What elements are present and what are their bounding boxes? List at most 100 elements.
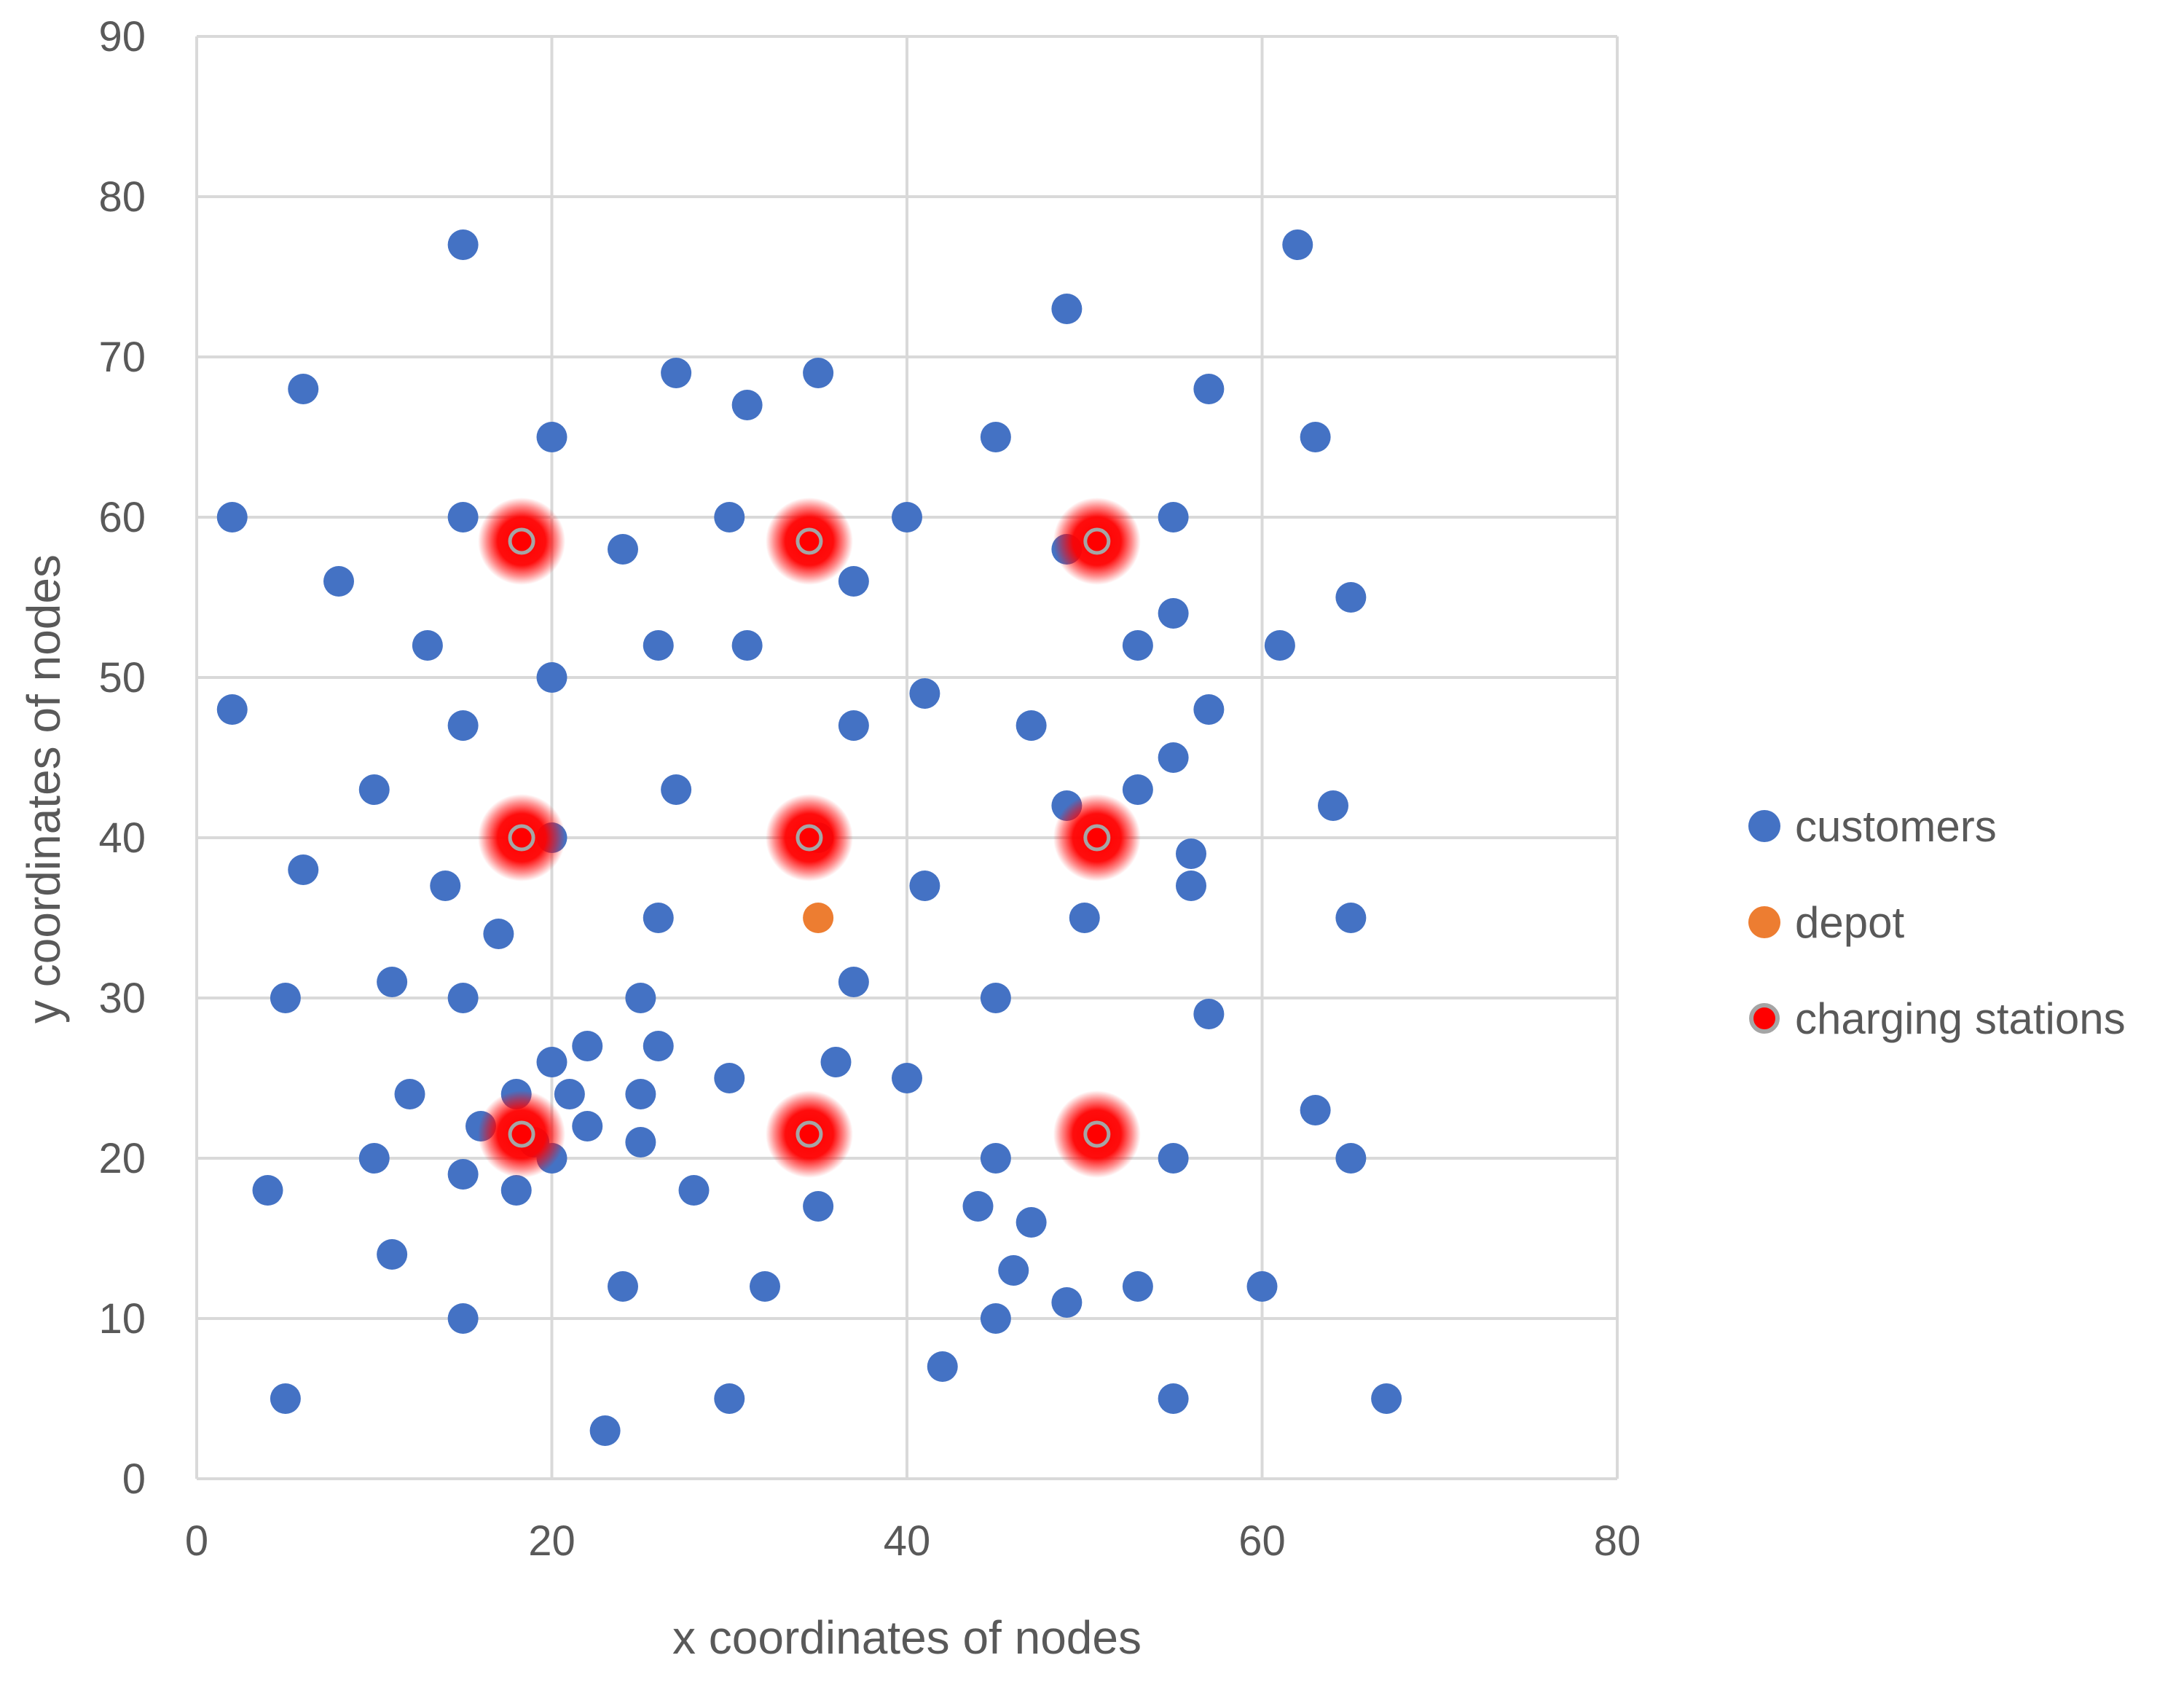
customer-point [731, 630, 763, 661]
customer-point [412, 630, 443, 661]
customer-point [447, 710, 479, 741]
y-axis-ticks: 0 10 20 30 40 50 60 70 80 90 [98, 13, 146, 1503]
customer-point [643, 630, 674, 661]
y-tick-label: 30 [98, 975, 146, 1022]
customer-point [216, 502, 248, 532]
depot-point [803, 903, 834, 933]
charging-station-marker [1053, 1090, 1141, 1178]
customer-point [377, 1239, 408, 1270]
customer-point [1158, 502, 1189, 532]
customer-point [661, 774, 692, 805]
customer-point [1069, 903, 1100, 933]
x-axis-ticks: 0 20 40 60 80 [185, 1517, 1641, 1565]
legend-marker [1748, 906, 1780, 938]
customer-point [500, 1175, 532, 1206]
customer-point [678, 1175, 710, 1206]
customer-point [608, 1271, 638, 1302]
y-tick-label: 0 [122, 1455, 146, 1503]
customer-point [1122, 1271, 1153, 1302]
customer-point [625, 983, 656, 1013]
customer-point [714, 502, 745, 532]
customer-point [1193, 999, 1225, 1029]
charging-station-marker [478, 794, 566, 881]
customer-point [288, 854, 319, 885]
y-tick-label: 50 [98, 654, 146, 702]
customer-point [803, 1191, 834, 1222]
charging-station-point [508, 824, 535, 852]
customer-point [661, 358, 692, 388]
customer-point [892, 1063, 922, 1093]
legend-label: charging stations [1795, 994, 2126, 1043]
customer-point [589, 1415, 621, 1446]
charging-station-marker [1053, 498, 1141, 585]
charging-station-point [796, 527, 823, 555]
customer-point [447, 983, 479, 1013]
charging-station-point [1083, 824, 1111, 852]
customer-point [909, 678, 940, 709]
charging-station-marker [765, 1090, 853, 1178]
customer-point [1158, 1143, 1189, 1174]
customer-point [323, 566, 354, 597]
customer-point [430, 871, 461, 901]
customer-point [927, 1351, 958, 1382]
customer-point [714, 1063, 745, 1093]
customer-point [980, 983, 1011, 1013]
customer-point [980, 1303, 1011, 1334]
customer-point [1335, 582, 1367, 613]
grid-lines [195, 35, 1619, 1480]
customer-point [216, 694, 248, 725]
customer-point [1016, 710, 1047, 741]
charging-station-marker [765, 794, 853, 881]
y-tick-label: 80 [98, 173, 146, 221]
customer-point [731, 390, 763, 420]
customer-point [1158, 742, 1189, 773]
customer-point [1051, 1287, 1083, 1318]
y-tick-label: 20 [98, 1135, 146, 1182]
customer-point [394, 1079, 425, 1109]
customer-point [572, 1031, 603, 1061]
customer-point [962, 1191, 994, 1222]
customer-point [1193, 374, 1225, 404]
customer-point [536, 422, 567, 452]
customer-point [803, 358, 834, 388]
y-tick-label: 10 [98, 1295, 146, 1343]
customer-point [358, 774, 390, 805]
customer-point [447, 1303, 479, 1334]
customer-point [1158, 1383, 1189, 1414]
customer-point [643, 903, 674, 933]
customer-point [1335, 903, 1367, 933]
y-tick-label: 70 [98, 334, 146, 381]
x-tick-label: 40 [884, 1517, 931, 1565]
customer-point [483, 919, 514, 949]
y-axis-title: y coordinates of nodes [17, 554, 70, 1023]
customer-point [1122, 630, 1153, 661]
x-tick-label: 0 [185, 1517, 208, 1565]
customer-point [625, 1127, 656, 1158]
customer-point [536, 662, 567, 693]
customer-point [838, 566, 869, 597]
customer-point [625, 1079, 656, 1109]
customer-point [1318, 790, 1348, 821]
charging-station-point [796, 824, 823, 852]
customer-point [1335, 1143, 1367, 1174]
customer-point [572, 1111, 603, 1141]
charging-station-point [1083, 527, 1111, 555]
y-tick-label: 90 [98, 13, 146, 60]
charging-station-marker [765, 498, 853, 585]
customer-point [252, 1175, 283, 1206]
customer-point [1158, 598, 1189, 629]
y-tick-label: 60 [98, 494, 146, 541]
customer-point [608, 534, 638, 565]
customer-point [377, 967, 408, 997]
customer-point [1176, 871, 1206, 901]
legend-item: customers [1748, 802, 1997, 851]
x-axis-title: x coordinates of nodes [672, 1611, 1142, 1664]
customer-point [714, 1383, 745, 1414]
customer-point [980, 1143, 1011, 1174]
customer-point [1016, 1207, 1047, 1238]
charging-station-point [796, 1120, 823, 1148]
customer-point [643, 1031, 674, 1061]
legend-label: depot [1795, 898, 1904, 947]
customer-point [270, 983, 301, 1013]
